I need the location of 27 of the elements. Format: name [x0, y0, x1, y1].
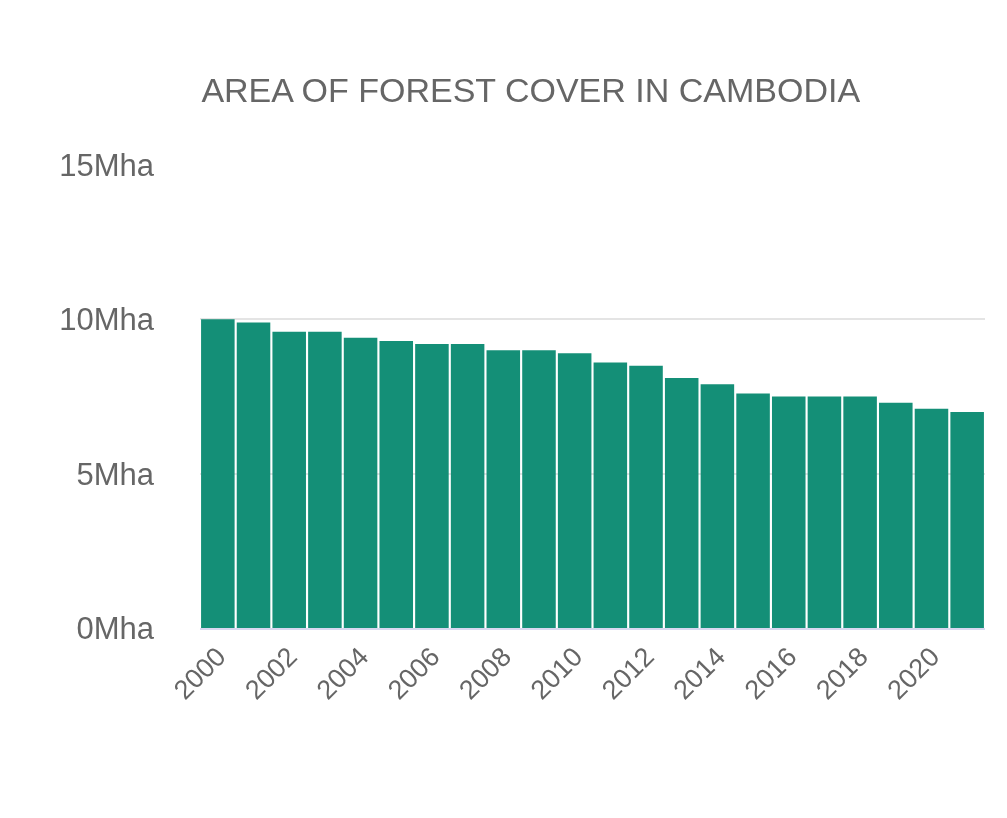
- bar: [486, 350, 521, 628]
- bar: [557, 353, 592, 628]
- bar: [236, 322, 271, 628]
- bar: [450, 344, 485, 628]
- bar: [950, 411, 984, 628]
- bar: [879, 402, 913, 628]
- bar: [914, 408, 949, 628]
- bar: [807, 396, 842, 628]
- y-tick-label: 15Mha: [59, 147, 155, 183]
- bar: [593, 362, 628, 628]
- chart-title: AREA OF FOREST COVER IN CAMBODIA: [201, 70, 861, 109]
- bar: [522, 350, 556, 628]
- bar: [664, 377, 699, 628]
- bar: [308, 331, 342, 628]
- bar: [736, 393, 770, 628]
- bar: [343, 337, 378, 628]
- y-tick-label: 0Mha: [76, 610, 155, 646]
- y-tick-label: 10Mha: [59, 302, 155, 338]
- bar: [272, 331, 306, 628]
- bar: [201, 319, 235, 628]
- bar: [843, 396, 877, 628]
- bar: [771, 396, 806, 628]
- bar: [700, 384, 735, 628]
- bar: [415, 344, 449, 628]
- bar: [379, 340, 414, 628]
- y-tick-label: 5Mha: [76, 456, 155, 492]
- bar: [629, 365, 663, 628]
